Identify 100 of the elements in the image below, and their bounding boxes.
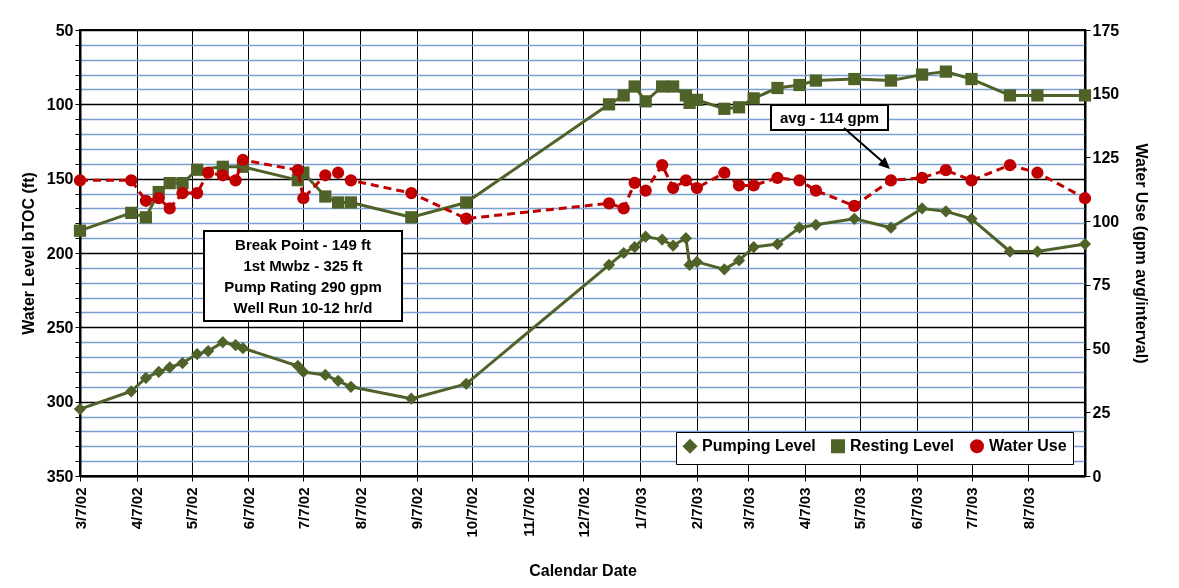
point bbox=[617, 246, 630, 260]
point bbox=[628, 176, 641, 190]
point bbox=[1078, 89, 1092, 102]
point bbox=[915, 68, 929, 81]
point bbox=[939, 164, 952, 177]
y2-tick-label: 100 bbox=[1092, 212, 1120, 230]
point bbox=[965, 174, 978, 187]
annotation: Break Point - 149 ft bbox=[234, 235, 372, 255]
point bbox=[809, 74, 823, 87]
point bbox=[344, 380, 358, 393]
x-tick-label: 10/7/02 bbox=[463, 487, 481, 538]
point bbox=[297, 192, 310, 205]
x-tick-label: 6/7/02 bbox=[239, 487, 257, 530]
point bbox=[771, 81, 784, 95]
point bbox=[793, 78, 806, 92]
y2-tick-label: 75 bbox=[1092, 276, 1111, 294]
point bbox=[163, 361, 176, 374]
point bbox=[628, 240, 641, 254]
point bbox=[344, 174, 358, 187]
point bbox=[656, 233, 669, 246]
point bbox=[139, 194, 153, 207]
point bbox=[718, 166, 731, 179]
y2-tick-label: 0 bbox=[1092, 467, 1102, 485]
point bbox=[965, 212, 978, 225]
point bbox=[747, 240, 760, 254]
point bbox=[191, 347, 204, 361]
point bbox=[125, 385, 138, 398]
point bbox=[690, 181, 704, 195]
point bbox=[939, 65, 952, 78]
point bbox=[291, 164, 304, 177]
point bbox=[176, 177, 189, 190]
point bbox=[656, 158, 669, 172]
point bbox=[679, 232, 693, 245]
x-tick-label: 4/7/02 bbox=[128, 487, 146, 530]
x-tick-label: 11/7/02 bbox=[520, 487, 537, 537]
point bbox=[139, 211, 153, 224]
point bbox=[297, 365, 310, 379]
point bbox=[344, 196, 358, 209]
y-tick-label: 150 bbox=[46, 170, 74, 188]
y-tick-label: 200 bbox=[46, 244, 74, 262]
point bbox=[747, 179, 760, 192]
y2-tick-label: 25 bbox=[1092, 403, 1111, 421]
x-tick-label: 2/7/03 bbox=[688, 487, 706, 530]
point bbox=[405, 392, 418, 405]
point bbox=[291, 359, 304, 373]
point bbox=[884, 74, 898, 87]
point bbox=[163, 202, 176, 215]
y-axis-title: Water Level bTOC (ft) bbox=[19, 172, 37, 335]
point bbox=[1031, 166, 1044, 179]
point bbox=[848, 212, 861, 225]
point bbox=[202, 166, 215, 179]
point bbox=[152, 192, 165, 205]
point bbox=[152, 365, 165, 379]
point bbox=[236, 153, 250, 167]
point bbox=[884, 221, 898, 234]
point bbox=[1003, 158, 1017, 172]
point bbox=[771, 171, 784, 184]
point bbox=[202, 345, 215, 358]
point bbox=[690, 255, 704, 269]
annotation: 1st Mwbz - 325 ft bbox=[242, 256, 364, 276]
x-tick-label: 7/7/02 bbox=[294, 487, 312, 530]
point bbox=[771, 237, 784, 251]
x-tick-label: 8/7/02 bbox=[351, 487, 369, 530]
point bbox=[679, 174, 693, 187]
y2-tick-label: 150 bbox=[1092, 85, 1120, 103]
legend-label: Water Use bbox=[989, 437, 1067, 455]
point bbox=[229, 174, 242, 187]
point bbox=[216, 336, 229, 349]
point bbox=[848, 72, 861, 86]
y-tick-label: 350 bbox=[46, 467, 74, 485]
x-tick-label: 1/7/03 bbox=[631, 487, 649, 530]
point bbox=[405, 211, 418, 224]
point bbox=[319, 169, 332, 182]
point bbox=[666, 80, 680, 93]
point bbox=[73, 224, 87, 237]
point bbox=[1078, 237, 1092, 251]
point bbox=[176, 187, 189, 200]
x-tick-label: 3/7/02 bbox=[71, 487, 89, 530]
point bbox=[602, 197, 616, 210]
y2-tick-label: 125 bbox=[1092, 148, 1120, 166]
point bbox=[639, 184, 652, 197]
point bbox=[666, 181, 680, 195]
point bbox=[915, 202, 929, 215]
point bbox=[718, 263, 731, 276]
point bbox=[809, 184, 823, 197]
y-tick-label: 300 bbox=[46, 393, 74, 411]
point bbox=[939, 205, 952, 218]
point bbox=[319, 190, 332, 203]
point bbox=[915, 171, 929, 184]
annotation: Well Run 10-12 hr/d bbox=[232, 298, 374, 318]
x-tick-label: 6/7/03 bbox=[908, 487, 926, 530]
point bbox=[732, 179, 746, 192]
point bbox=[176, 356, 189, 370]
y2-axis-title: Water Use (gpm avg/interval) bbox=[1133, 143, 1151, 364]
point bbox=[718, 102, 731, 115]
point bbox=[331, 166, 345, 179]
point bbox=[965, 72, 978, 86]
point bbox=[460, 212, 473, 225]
y2-tick-label: 175 bbox=[1092, 21, 1120, 39]
point bbox=[602, 98, 616, 111]
